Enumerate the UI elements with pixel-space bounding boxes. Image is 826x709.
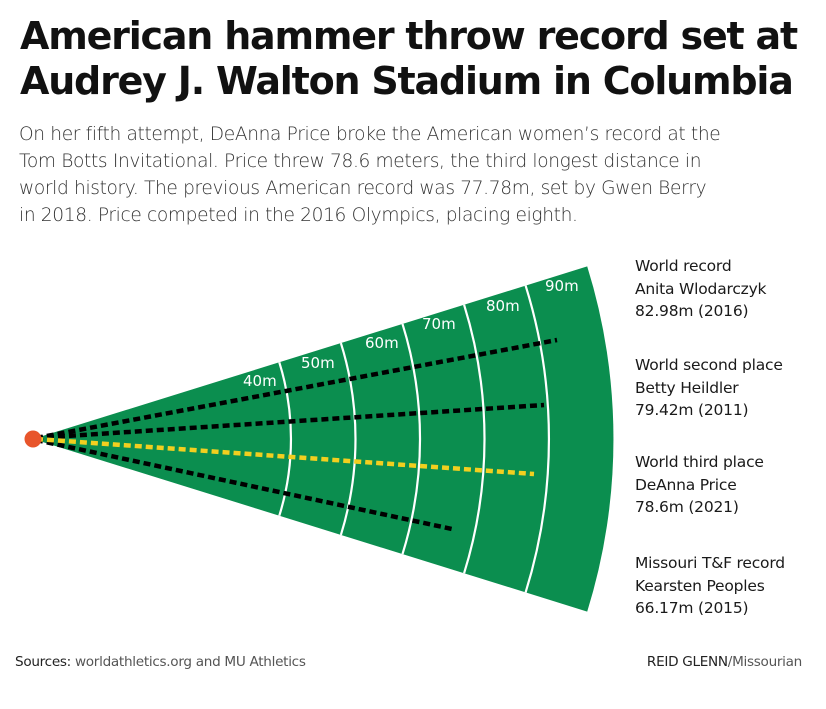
throw-line-world-second xyxy=(35,402,545,441)
dek-line-1: On her fifth attempt, DeAnna Price broke… xyxy=(19,124,721,145)
legend-athlete: DeAnna Price xyxy=(635,475,737,494)
throwing-sector xyxy=(33,266,614,612)
headline: American hammer throw record set at Audr… xyxy=(20,14,820,104)
legend-world-second: World second place Betty Heildler 79.42m… xyxy=(635,354,825,422)
legend-world-third: World third place DeAnna Price 78.6m (20… xyxy=(635,451,825,519)
arc-50m xyxy=(339,342,357,536)
sources-text: worldathletics.org and MU Athletics xyxy=(70,654,306,670)
throw-line-world-record xyxy=(35,337,558,441)
dek-line-2: Tom Botts Invitational. Price threw 78.6… xyxy=(19,151,702,172)
arc-40m xyxy=(278,361,293,517)
sources-credit: Sources: worldathletics.org and MU Athle… xyxy=(15,654,306,670)
label-60m: 60m xyxy=(365,334,399,352)
sources-label: Sources: xyxy=(15,654,71,670)
credit-org: /Missourian xyxy=(727,654,803,670)
throw-line-price xyxy=(35,436,535,477)
legend-title: World second place xyxy=(635,356,783,374)
throw-line-missouri-record xyxy=(35,437,453,532)
legend-mark: 66.17m (2015) xyxy=(635,599,749,617)
legend-athlete: Betty Heildler xyxy=(635,378,739,397)
label-40m: 40m xyxy=(243,372,277,390)
legend-title: Missouri T&F record xyxy=(635,554,785,572)
headline-line-2: Audrey J. Walton Stadium in Columbia xyxy=(20,59,794,103)
legend-title: World third place xyxy=(635,453,764,471)
legend-mark: 78.6m (2021) xyxy=(635,498,739,516)
legend-mark: 82.98m (2016) xyxy=(635,302,749,320)
distance-arcs xyxy=(278,285,550,593)
legend-athlete: Kearsten Peoples xyxy=(635,576,765,595)
legend-world-record: World record Anita Wlodarczyk 82.98m (20… xyxy=(635,255,825,323)
label-90m: 90m xyxy=(545,277,579,295)
dek: On her fifth attempt, DeAnna Price broke… xyxy=(19,121,819,229)
legend-athlete: Anita Wlodarczyk xyxy=(635,279,767,298)
arc-60m xyxy=(401,323,422,555)
arc-80m xyxy=(524,285,550,593)
credit-name: REID GLENN xyxy=(646,654,728,670)
legend-mark: 79.42m (2011) xyxy=(635,401,749,419)
legend-title: World record xyxy=(635,257,732,275)
dek-line-3: world history. The previous American rec… xyxy=(19,178,707,199)
legend-missouri-record: Missouri T&F record Kearsten Peoples 66.… xyxy=(635,552,825,620)
throwing-circle-dot xyxy=(24,430,42,448)
headline-line-1: American hammer throw record set at xyxy=(20,14,798,58)
label-70m: 70m xyxy=(422,315,456,333)
label-50m: 50m xyxy=(301,354,335,372)
arc-70m xyxy=(463,304,486,574)
label-80m: 80m xyxy=(486,297,520,315)
dek-line-4: in 2018. Price competed in the 2016 Olym… xyxy=(19,205,578,226)
byline-credit: REID GLENN/Missourian xyxy=(647,654,802,670)
